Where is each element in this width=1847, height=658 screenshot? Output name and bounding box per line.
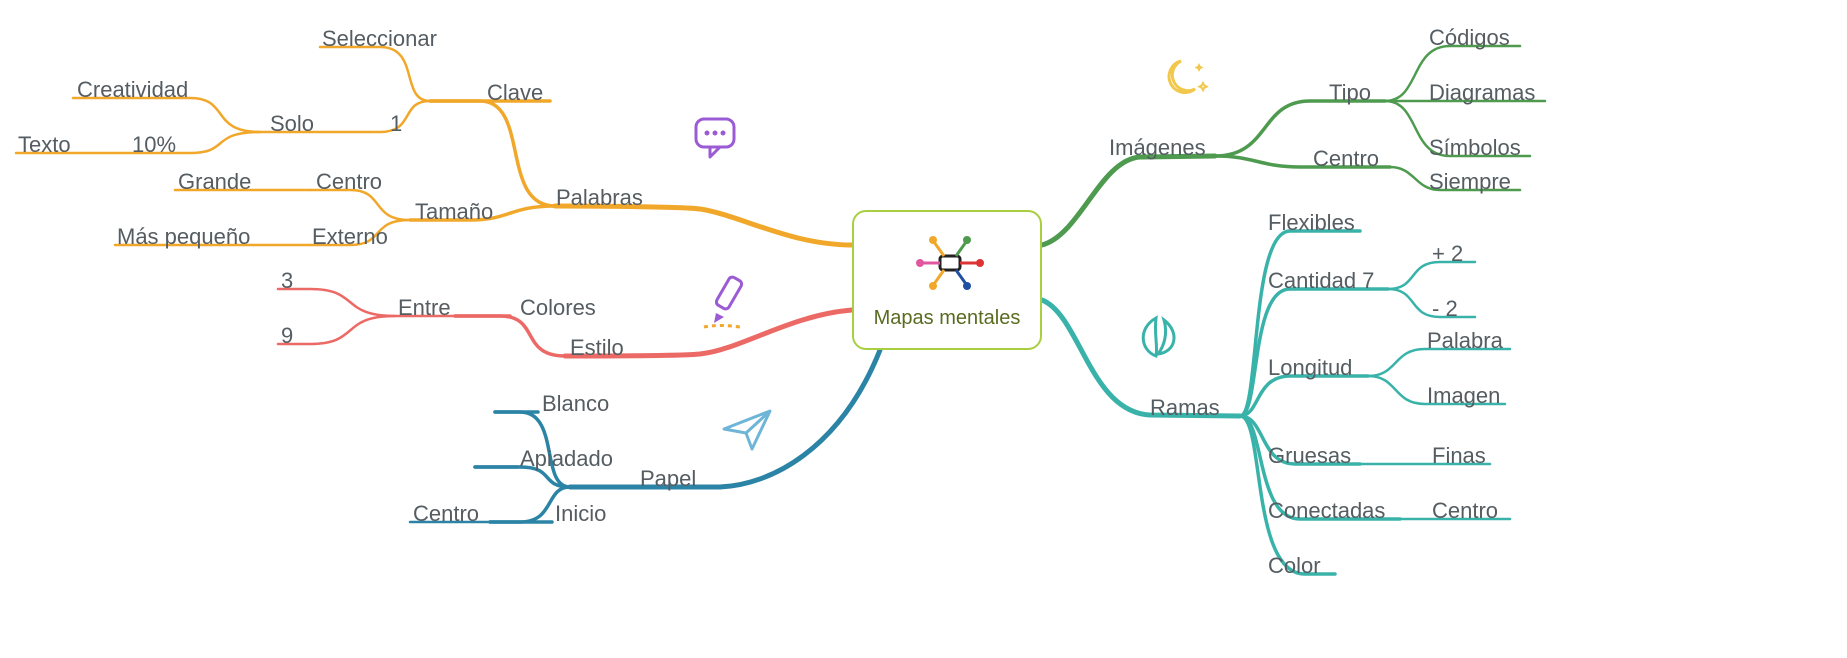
node-diagramas: Diagramas [1429, 80, 1535, 106]
node-colores: Colores [520, 295, 596, 321]
node-siempre: Siempre [1429, 169, 1511, 195]
node-papel: Papel [640, 466, 696, 492]
node-codigos: Códigos [1429, 25, 1510, 51]
node-entre: Entre [398, 295, 451, 321]
node-gruesas: Gruesas [1268, 443, 1351, 469]
node-cantidad: Cantidad 7 [1268, 268, 1374, 294]
node-9: 9 [281, 323, 293, 349]
node-flexibles: Flexibles [1268, 210, 1355, 236]
node-blanco: Blanco [542, 391, 609, 417]
node-papel-centro: Centro [413, 501, 479, 527]
node-color: Color [1268, 553, 1321, 579]
node-imagenes: Imágenes [1109, 135, 1206, 161]
center-title: Mapas mentales [854, 307, 1040, 330]
node-1: 1 [390, 111, 402, 137]
node-con-centro: Centro [1432, 498, 1498, 524]
node-tam-centro: Centro [316, 169, 382, 195]
node-img-centro: Centro [1313, 146, 1379, 172]
node-externo: Externo [312, 224, 388, 250]
node-mas-pequeno: Más pequeño [117, 224, 250, 250]
node-long-imagen: Imagen [1427, 383, 1500, 409]
node-ramas: Ramas [1150, 395, 1220, 421]
node-menos2: - 2 [1432, 296, 1458, 322]
node-longitud: Longitud [1268, 355, 1352, 381]
node-tamano: Tamaño [415, 199, 493, 225]
node-apiadado: Apiadado [520, 446, 613, 472]
node-finas: Finas [1432, 443, 1486, 469]
node-seleccionar: Seleccionar [322, 26, 437, 52]
node-simbolos: Símbolos [1429, 135, 1521, 161]
node-3: 3 [281, 268, 293, 294]
node-palabras: Palabras [556, 185, 643, 211]
node-clave: Clave [487, 80, 543, 106]
node-inicio: Inicio [555, 501, 606, 527]
node-conectadas: Conectadas [1268, 498, 1385, 524]
mindmap-stage: { "canvas": {"width":1847,"height":658,"… [0, 0, 1847, 658]
node-10pct: 10% [132, 132, 176, 158]
node-grande: Grande [178, 169, 251, 195]
node-estilo: Estilo [570, 335, 624, 361]
center-node: Mapas mentales [852, 210, 1042, 350]
node-mas2: + 2 [1432, 241, 1463, 267]
node-tipo: Tipo [1329, 80, 1371, 106]
node-long-palabra: Palabra [1427, 328, 1503, 354]
node-solo: Solo [270, 111, 314, 137]
node-texto: Texto [18, 132, 71, 158]
node-creatividad: Creatividad [77, 77, 188, 103]
